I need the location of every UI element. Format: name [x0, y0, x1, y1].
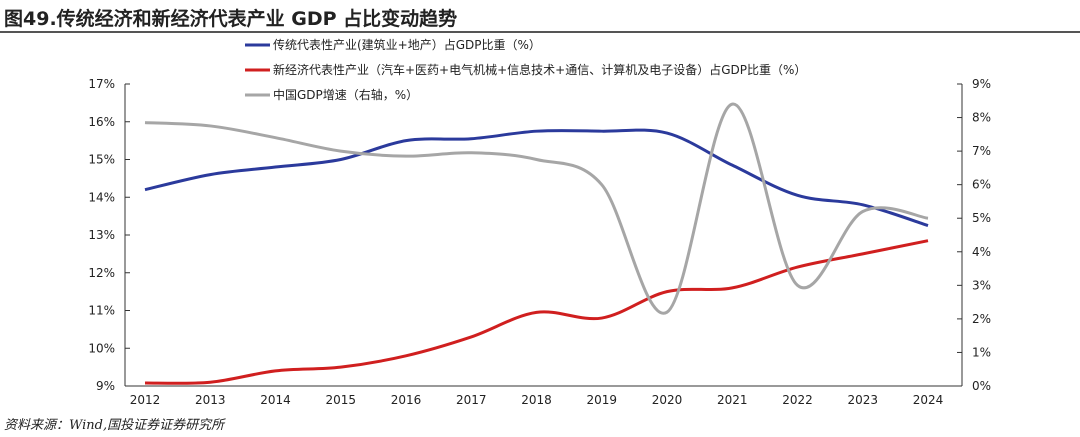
x-tick-label: 2014 [260, 393, 291, 407]
left-tick-label: 15% [88, 153, 115, 167]
x-tick-label: 2017 [456, 393, 487, 407]
left-tick-label: 17% [88, 77, 115, 91]
x-tick-label: 2022 [782, 393, 813, 407]
series-line [144, 102, 929, 315]
x-tick-label: 2023 [847, 393, 878, 407]
series-line [144, 239, 929, 385]
x-tick-label: 2024 [913, 393, 944, 407]
x-tick-label: 2013 [195, 393, 226, 407]
source-note: 资料来源：Wind,国投证券证券研究所 [4, 418, 225, 433]
left-tick-label: 9% [96, 379, 115, 393]
right-tick-label: 7% [972, 144, 991, 158]
left-tick-label: 12% [88, 266, 115, 280]
left-tick-label: 13% [88, 228, 115, 242]
x-tick-label: 2021 [717, 393, 748, 407]
x-tick-label: 2016 [391, 393, 422, 407]
right-tick-label: 2% [972, 312, 991, 326]
x-tick-label: 2018 [521, 393, 552, 407]
series-0 [144, 128, 929, 227]
right-tick-label: 6% [972, 178, 991, 192]
title-divider [0, 31, 1080, 33]
chart-title: 图49.传统经济和新经济代表产业 GDP 占比变动趋势 [4, 8, 458, 30]
left-tick-label: 11% [88, 304, 115, 318]
left-tick-label: 14% [88, 190, 115, 204]
right-tick-label: 9% [972, 77, 991, 91]
right-tick-label: 4% [972, 245, 991, 259]
left-tick-label: 16% [88, 115, 115, 129]
right-tick-label: 0% [972, 379, 991, 393]
legend-label: 新经济代表性产业（汽车+医药+电气机械+信息技术+通信、计算机及电子设备）占GD… [273, 62, 806, 77]
legend-label: 传统代表性产业(建筑业+地产）占GDP比重（%） [273, 37, 541, 52]
left-tick-label: 10% [88, 341, 115, 355]
right-tick-label: 5% [972, 211, 991, 225]
right-tick-label: 8% [972, 111, 991, 125]
legend-label: 中国GDP增速（右轴，%） [273, 87, 418, 102]
series-line [144, 128, 929, 227]
x-tick-label: 2020 [652, 393, 683, 407]
x-tick-label: 2015 [325, 393, 356, 407]
right-tick-label: 1% [972, 345, 991, 359]
right-tick-label: 3% [972, 278, 991, 292]
series-2 [144, 102, 929, 315]
x-tick-label: 2012 [130, 393, 161, 407]
series-1 [144, 239, 929, 385]
x-tick-label: 2019 [586, 393, 617, 407]
